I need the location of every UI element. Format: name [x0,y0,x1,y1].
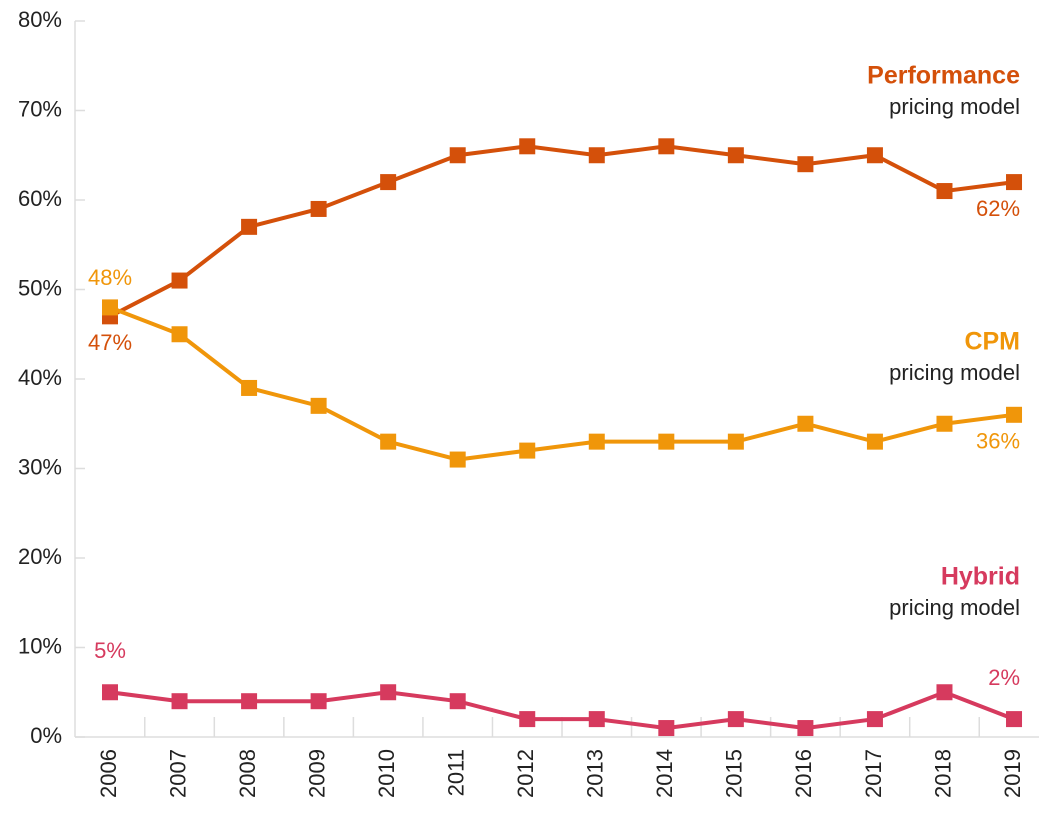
x-tick-label: 2018 [930,749,955,798]
x-tick-label: 2013 [583,749,608,798]
marker [102,684,118,701]
y-tick-label: 20% [18,544,62,569]
series-note: pricing model [889,94,1020,119]
data-label: 62% [976,196,1020,221]
marker [241,693,258,710]
marker [727,711,744,728]
marker [171,272,188,289]
marker [866,147,883,164]
marker [1006,174,1023,191]
x-tick-label: 2008 [235,749,260,798]
y-tick-label: 40% [18,365,62,390]
marker [866,433,883,450]
marker [519,442,536,459]
marker [797,415,814,432]
x-tick-label: 2017 [861,749,886,798]
marker [1006,711,1023,728]
x-tick-label: 2009 [304,749,329,798]
series-line [109,144,1015,319]
x-tick-label: 2014 [652,749,677,798]
y-tick-label: 60% [18,186,62,211]
data-label: 48% [88,265,132,290]
marker [519,711,536,728]
marker [171,693,188,710]
data-label: 2% [988,665,1020,690]
x-tick-label: 2010 [374,749,399,798]
series-line [109,305,1015,462]
marker [588,433,605,450]
marker [310,397,327,414]
marker [449,147,466,164]
marker [658,138,675,155]
marker [241,218,258,235]
x-tick-label: 2015 [722,749,747,798]
data-label: 47% [88,330,132,355]
x-tick-label: 2011 [444,749,469,796]
marker [936,684,953,701]
series-note: pricing model [889,595,1020,620]
series-name: CPM [964,328,1020,356]
marker [936,415,953,432]
y-tick-label: 80% [18,7,62,32]
marker [449,693,466,710]
marker [380,433,397,450]
y-tick-label: 10% [18,633,62,658]
marker [102,299,118,316]
marker [241,379,258,396]
series-note: pricing model [889,360,1020,385]
marker [797,156,814,173]
marker [380,684,397,701]
marker [519,138,536,155]
marker [310,693,327,710]
marker [658,433,675,450]
y-tick-label: 50% [18,275,62,300]
data-label: 5% [94,638,126,663]
marker [310,200,327,217]
marker [658,720,675,737]
data-label: 36% [976,429,1020,454]
marker [588,147,605,164]
x-tick-label: 2006 [96,749,121,798]
series-name: Performance [867,62,1020,90]
marker [797,720,814,737]
marker [866,711,883,728]
series-name: Hybrid [941,563,1020,591]
marker [1006,406,1023,423]
y-tick-label: 0% [30,723,62,748]
x-tick-label: 2007 [165,749,190,798]
marker [171,326,188,343]
x-tick-label: 2019 [1000,749,1025,798]
series-line [109,690,1015,731]
x-tick-label: 2012 [513,749,538,798]
marker [727,147,744,164]
marker [449,451,466,468]
marker [380,174,397,191]
y-tick-label: 70% [18,96,62,121]
marker [727,433,744,450]
marker [936,183,953,200]
marker [588,711,605,728]
x-tick-label: 2016 [791,749,816,798]
y-tick-label: 30% [18,454,62,479]
